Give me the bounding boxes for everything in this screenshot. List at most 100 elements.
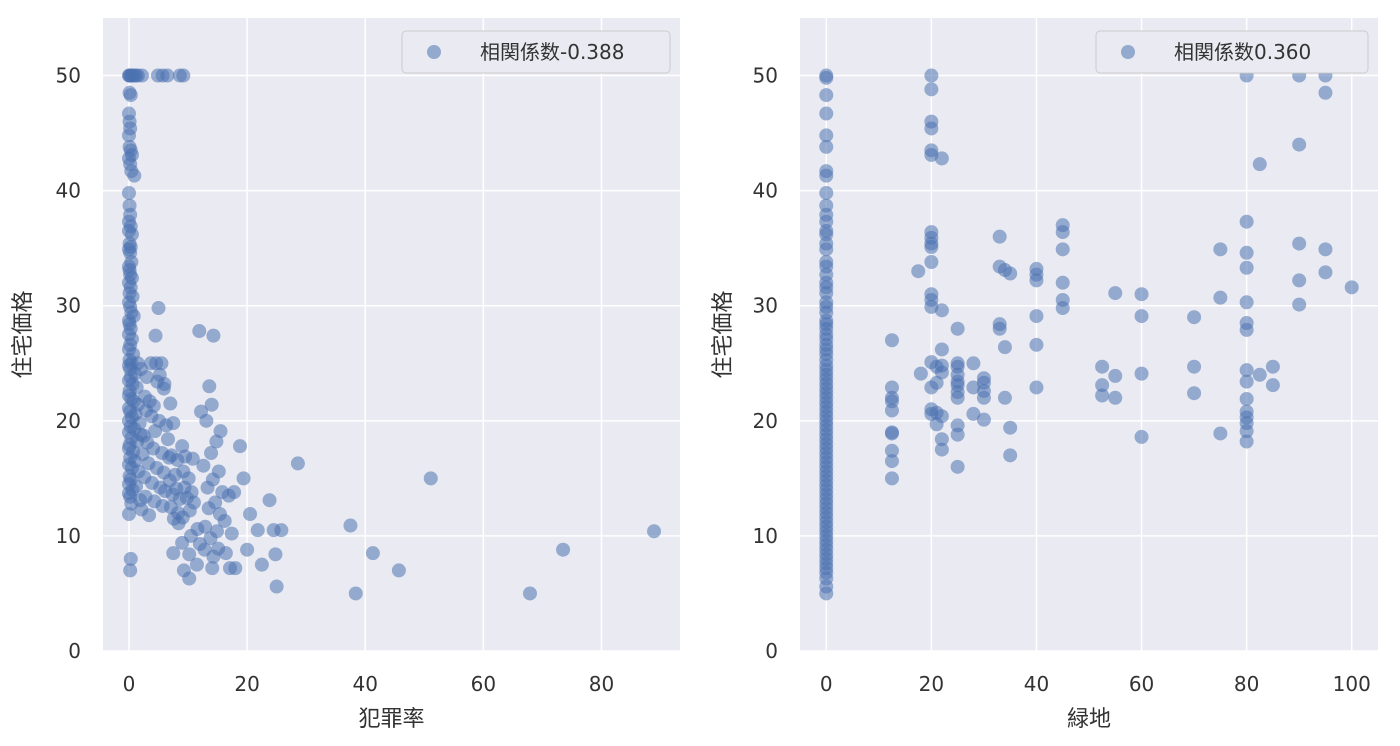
scatter-plot-crime-rate: 0 20 40 60 80 0 10 20 30 40 50 犯罪率 住宅価格 相関係数-0.388 <box>11 18 680 732</box>
data-point <box>1292 297 1307 312</box>
data-point <box>343 518 358 533</box>
data-point <box>290 456 305 471</box>
data-point <box>819 139 834 154</box>
data-point <box>148 328 163 343</box>
data-point <box>160 432 175 447</box>
x-tick-label: 100 <box>1333 672 1371 696</box>
legend-marker <box>1121 45 1135 59</box>
data-point <box>197 542 212 557</box>
data-point <box>924 240 939 255</box>
data-point <box>1239 295 1254 310</box>
data-point <box>819 88 834 103</box>
y-tick-label: 30 <box>753 294 778 318</box>
data-point <box>205 561 220 576</box>
y-axis-label: 住宅価格 <box>11 290 36 378</box>
x-tick-label: 0 <box>123 672 136 696</box>
data-point <box>1003 420 1018 435</box>
data-point <box>997 340 1012 355</box>
data-point <box>391 563 406 578</box>
legend-box <box>1095 30 1369 74</box>
x-axis-label: 犯罪率 <box>358 707 424 732</box>
x-tick-label: 40 <box>352 672 377 696</box>
data-point <box>924 299 939 314</box>
data-point <box>924 82 939 97</box>
data-point <box>123 551 138 566</box>
data-point <box>1055 275 1070 290</box>
data-point <box>204 397 219 412</box>
data-point <box>154 356 169 371</box>
data-point <box>1239 424 1254 439</box>
data-point <box>911 264 926 279</box>
data-point <box>1292 137 1307 152</box>
x-tick-label: 60 <box>471 672 496 696</box>
data-point <box>819 185 834 200</box>
x-tick-label: 80 <box>589 672 614 696</box>
data-point <box>201 501 216 516</box>
x-tick-label: 80 <box>1234 672 1259 696</box>
data-point <box>1265 359 1280 374</box>
data-point <box>166 416 181 431</box>
data-point <box>1029 273 1044 288</box>
data-point <box>934 432 949 447</box>
data-point <box>228 561 243 576</box>
data-point <box>1187 359 1202 374</box>
data-point <box>139 370 154 385</box>
data-point <box>196 458 211 473</box>
data-point <box>647 524 662 539</box>
data-point <box>884 471 899 486</box>
data-point <box>147 424 162 439</box>
data-point <box>992 321 1007 336</box>
data-point <box>1292 236 1307 251</box>
data-point <box>204 446 219 461</box>
data-point <box>1318 242 1333 257</box>
data-point <box>934 303 949 318</box>
data-point <box>423 471 438 486</box>
scatter-points <box>121 68 662 601</box>
y-tick-label: 20 <box>56 409 81 433</box>
y-tick-label: 20 <box>753 409 778 433</box>
data-point <box>240 542 255 557</box>
legend-box <box>401 30 671 74</box>
data-point <box>950 459 965 474</box>
data-point <box>924 147 939 162</box>
data-point <box>884 380 899 395</box>
data-point <box>348 586 363 601</box>
data-point <box>1029 380 1044 395</box>
data-point <box>1108 286 1123 301</box>
x-tick-label: 0 <box>820 672 833 696</box>
legend-marker <box>427 45 441 59</box>
data-point <box>1095 359 1110 374</box>
data-point <box>121 185 136 200</box>
data-point <box>1095 388 1110 403</box>
data-point <box>1108 390 1123 405</box>
data-point <box>934 365 949 380</box>
data-point <box>1239 260 1254 275</box>
data-point <box>224 526 239 541</box>
data-point <box>160 68 175 83</box>
data-point <box>556 542 571 557</box>
x-tick-label: 60 <box>1129 672 1154 696</box>
data-point <box>934 409 949 424</box>
data-point <box>1292 273 1307 288</box>
data-point <box>997 390 1012 405</box>
data-point <box>190 522 205 537</box>
y-tick-label: 40 <box>56 179 81 203</box>
data-point <box>913 366 928 381</box>
chart-svg-crime-rate: 0 20 40 60 80 0 10 20 30 40 50 犯罪率 住宅価格 相関係数-0.388 <box>11 18 680 732</box>
chart-svg-green-space: 0 20 40 60 80 100 0 10 20 30 40 50 緑地 住宅価格 相関係数0.360 <box>711 18 1378 732</box>
data-point <box>202 379 217 394</box>
data-point <box>203 531 218 546</box>
x-axis-label: 緑地 <box>1067 707 1111 732</box>
data-point <box>934 442 949 457</box>
data-point <box>123 563 138 578</box>
data-point <box>192 324 207 339</box>
data-point <box>171 516 186 531</box>
data-point <box>1055 242 1070 257</box>
y-tick-label: 50 <box>56 64 81 88</box>
scatter-points <box>819 68 1359 601</box>
data-point <box>1029 309 1044 324</box>
data-point <box>1134 429 1149 444</box>
data-point <box>182 571 197 586</box>
data-point <box>1239 391 1254 406</box>
data-point <box>1213 290 1228 305</box>
